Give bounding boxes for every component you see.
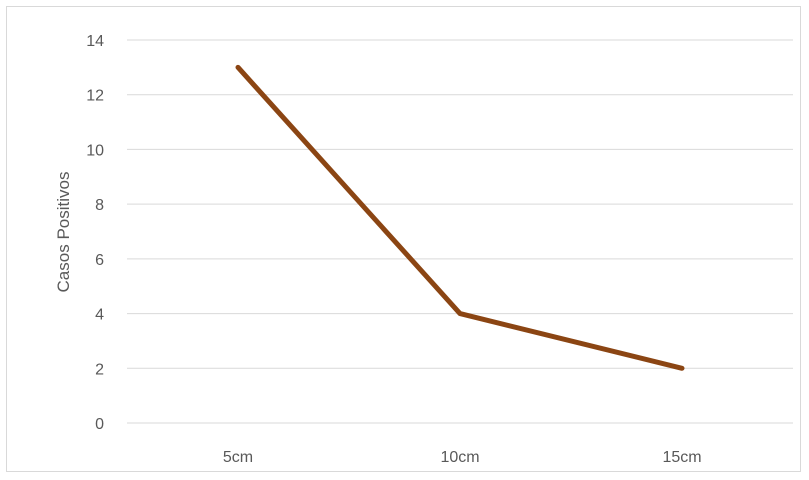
y-tick-label: 12 [86, 88, 104, 105]
x-tick-label: 15cm [662, 449, 701, 466]
y-tick-label: 14 [86, 33, 104, 50]
y-tick-label: 10 [86, 142, 104, 159]
y-tick-label: 4 [95, 307, 104, 324]
y-tick-label: 6 [95, 252, 104, 269]
x-tick-label: 10cm [440, 449, 479, 466]
y-axis-title: Casos Positivos [54, 172, 73, 293]
y-tick-label: 2 [95, 361, 104, 378]
x-axis-ticks: 5cm 10cm 15cm [223, 449, 702, 466]
series-line [235, 64, 685, 371]
series-layer [235, 64, 685, 371]
chart-frame [6, 6, 801, 472]
y-tick-label: 0 [95, 416, 104, 433]
y-axis-ticks: 0 2 4 6 8 10 12 14 [86, 33, 104, 433]
y-tick-label: 8 [95, 197, 104, 214]
x-tick-label: 5cm [223, 449, 253, 466]
gridlines [127, 39, 793, 424]
